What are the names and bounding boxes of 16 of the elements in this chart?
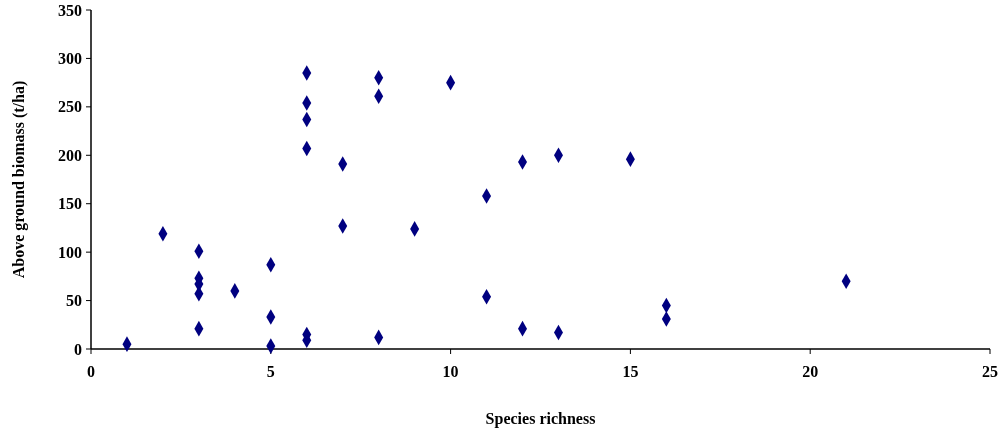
x-tick-label: 20 xyxy=(802,363,819,380)
y-tick-label: 250 xyxy=(58,98,82,116)
y-tick-label: 50 xyxy=(66,292,82,310)
x-tick-label: 0 xyxy=(87,363,95,380)
x-axis-title: Species richness xyxy=(485,410,596,428)
y-tick-label: 100 xyxy=(58,243,82,261)
y-axis-title: Above ground biomass (t/ha) xyxy=(10,80,28,279)
x-tick-label: 25 xyxy=(982,363,998,380)
y-tick-label: 200 xyxy=(58,146,82,164)
x-tick-label: 5 xyxy=(266,363,275,380)
y-tick-label: 150 xyxy=(58,195,82,213)
y-tick-label: 300 xyxy=(58,50,82,68)
y-tick-label: 350 xyxy=(58,1,82,19)
x-tick-label: 15 xyxy=(622,363,639,380)
x-tick-label: 10 xyxy=(442,363,459,380)
y-tick-label: 0 xyxy=(74,340,82,358)
